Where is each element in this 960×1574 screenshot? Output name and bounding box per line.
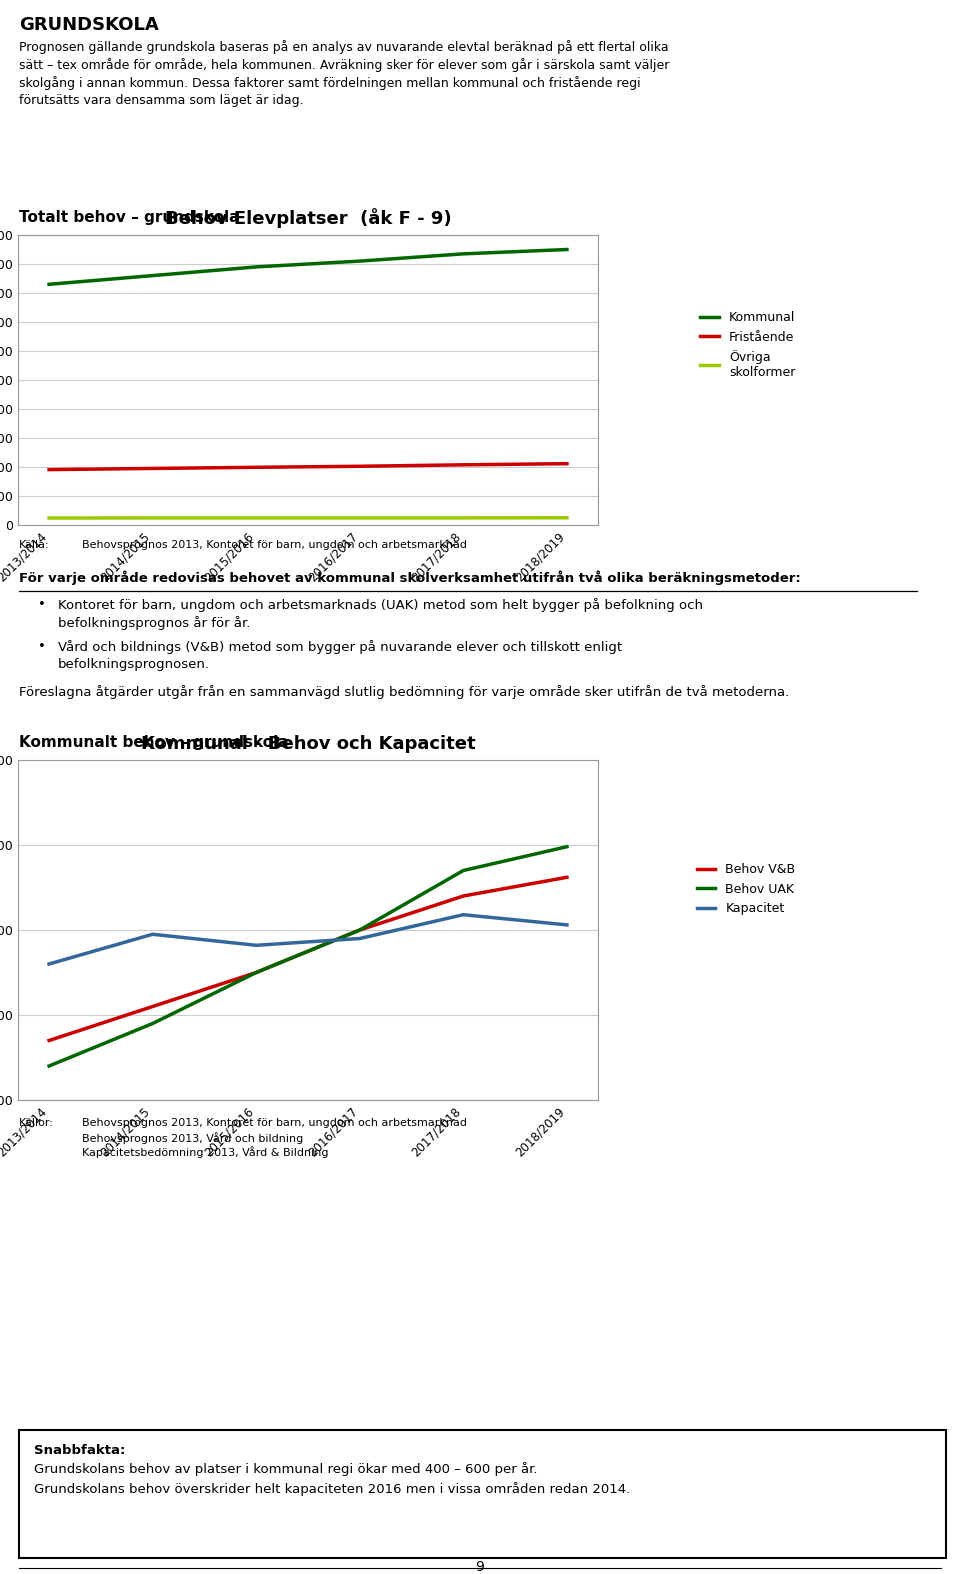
Legend: Kommunal, Fristående, Övriga
skolformer: Kommunal, Fristående, Övriga skolformer bbox=[695, 307, 801, 384]
Text: GRUNDSKOLA: GRUNDSKOLA bbox=[19, 16, 159, 35]
Text: •: • bbox=[38, 598, 46, 611]
Text: Vård och bildnings (V&B) metod som bygger på nuvarande elever och tillskott enli: Vård och bildnings (V&B) metod som bygge… bbox=[58, 641, 622, 653]
Text: befolkningsprognosen.: befolkningsprognosen. bbox=[58, 658, 209, 671]
Legend: Behov V&B, Behov UAK, Kapacitet: Behov V&B, Behov UAK, Kapacitet bbox=[691, 858, 801, 919]
Text: skolgång i annan kommun. Dessa faktorer samt fördelningen mellan kommunal och fr: skolgång i annan kommun. Dessa faktorer … bbox=[19, 76, 641, 90]
Text: Behovsprognos 2013, Vård och bildning: Behovsprognos 2013, Vård och bildning bbox=[82, 1132, 302, 1144]
Text: Behovsprognos 2013, Kontoret för barn, ungdom och arbetsmarknad: Behovsprognos 2013, Kontoret för barn, u… bbox=[82, 1118, 467, 1129]
Title: Kommunal - Behov och Kapacitet: Kommunal - Behov och Kapacitet bbox=[141, 735, 475, 752]
Text: Grundskolans behov överskrider helt kapaciteten 2016 men i vissa områden redan 2: Grundskolans behov överskrider helt kapa… bbox=[34, 1483, 630, 1495]
Text: Behovsprognos 2013, Kontoret för barn, ungdom och arbetsmarknad: Behovsprognos 2013, Kontoret för barn, u… bbox=[82, 540, 467, 549]
Text: Källor:: Källor: bbox=[19, 1118, 54, 1129]
Text: Snabbfakta:: Snabbfakta: bbox=[34, 1443, 125, 1458]
Text: befolkningsprognos år för år.: befolkningsprognos år för år. bbox=[58, 615, 250, 630]
Text: sätt – tex område för område, hela kommunen. Avräkning sker för elever som går i: sätt – tex område för område, hela kommu… bbox=[19, 58, 669, 72]
Text: Prognosen gällande grundskola baseras på en analys av nuvarande elevtal beräknad: Prognosen gällande grundskola baseras på… bbox=[19, 39, 669, 54]
Text: Grundskolans behov av platser i kommunal regi ökar med 400 – 600 per år.: Grundskolans behov av platser i kommunal… bbox=[34, 1462, 537, 1476]
Text: Kontoret för barn, ungdom och arbetsmarknads (UAK) metod som helt bygger på befo: Kontoret för barn, ungdom och arbetsmark… bbox=[58, 598, 703, 612]
Text: Källa:: Källa: bbox=[19, 540, 50, 549]
Title: Behov Elevplatser  (åk F - 9): Behov Elevplatser (åk F - 9) bbox=[165, 208, 451, 228]
Text: förutsätts vara densamma som läget är idag.: förutsätts vara densamma som läget är id… bbox=[19, 94, 303, 107]
Text: Totalt behov – grundskola: Totalt behov – grundskola bbox=[19, 209, 240, 225]
Text: För varje område redovisas behovet av kommunal skolverksamhet utifrån två olika : För varje område redovisas behovet av ko… bbox=[19, 570, 801, 584]
Text: Kommunalt behov – grundskola: Kommunalt behov – grundskola bbox=[19, 735, 289, 749]
Text: 9: 9 bbox=[475, 1560, 485, 1574]
Text: •: • bbox=[38, 641, 46, 653]
Text: Kapacitetsbedömning 2013, Vård & Bildning: Kapacitetsbedömning 2013, Vård & Bildnin… bbox=[82, 1146, 328, 1158]
Text: Föreslagna åtgärder utgår från en sammanvägd slutlig bedömning för varje område : Föreslagna åtgärder utgår från en samman… bbox=[19, 685, 789, 699]
